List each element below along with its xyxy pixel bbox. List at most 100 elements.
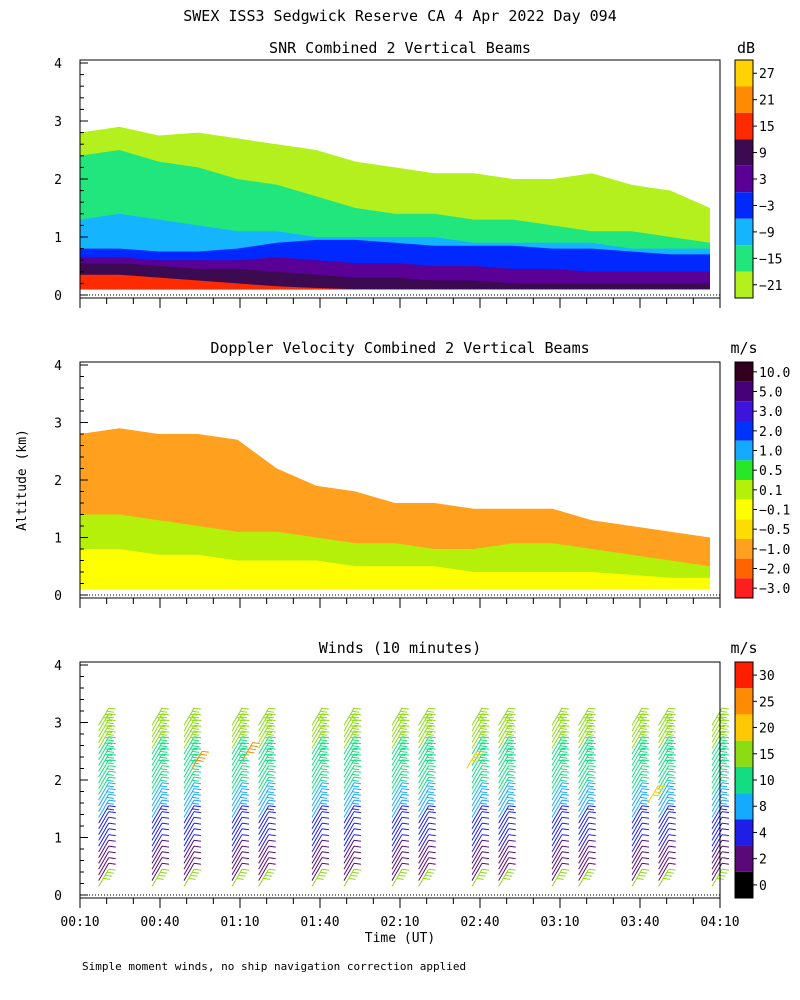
wind-barb-flag [400, 733, 408, 736]
colorbar-label: 3 [759, 173, 767, 188]
wind-barb-flag [481, 707, 490, 710]
wind-barb-flag [161, 782, 170, 785]
wind-barb-flag [560, 871, 568, 874]
wind-barb-flag [106, 791, 114, 794]
wind-barb-flag [560, 745, 568, 748]
wind-barb-flag [508, 770, 516, 773]
wind-barb-flag [428, 724, 436, 727]
wind-barb-flag [321, 805, 330, 808]
wind-barb [631, 811, 643, 830]
wind-barb-flag [108, 845, 116, 848]
wind-barb-flag [106, 762, 114, 765]
wind-barb-flag [560, 791, 568, 794]
wind-barb-flag [161, 828, 170, 831]
wind-barb-flag [720, 779, 728, 782]
wind-barb-flag [401, 834, 410, 837]
wind-barb-flag [505, 742, 513, 745]
wind-barb-flag [640, 796, 648, 799]
wind-barb-flag [352, 808, 360, 811]
wind-barb-flag [161, 776, 170, 779]
wind-barb-flag [193, 799, 202, 802]
wind-barb [231, 857, 243, 876]
wind-barb-flag [318, 874, 326, 877]
wind-barb-flag [503, 716, 511, 719]
wind-barb-flag [320, 871, 328, 874]
wind-barb-flag [400, 796, 408, 799]
wind-barb-flag [560, 779, 568, 782]
wind-barb-flag [505, 731, 513, 733]
wind-barb-flag [266, 796, 274, 799]
wind-barb-flag [478, 759, 486, 762]
colorbar-swatch [735, 662, 753, 689]
wind-barb-flag [188, 716, 196, 719]
colorbar-swatch [735, 139, 753, 166]
wind-barb-flag [161, 857, 170, 860]
wind-barb-flag [588, 834, 596, 837]
wind-barb-flag [321, 736, 330, 739]
wind-barb-flag [161, 805, 170, 808]
wind-barb-flag [192, 802, 200, 805]
wind-barb-flag [108, 793, 116, 796]
wind-barb-flag [193, 776, 202, 779]
wind-barb [343, 822, 355, 841]
wind-barb-flag [481, 736, 490, 739]
wind-barb-flag [721, 839, 730, 842]
wind-barb-flag [636, 716, 644, 719]
wind-barb-flag [190, 731, 198, 733]
wind-barb-flag [652, 794, 660, 797]
colorbar-swatch [735, 688, 753, 715]
wind-barb [498, 857, 510, 876]
wind-barb-flag [666, 796, 674, 799]
wind-barb-flag [426, 808, 434, 811]
wind-barb [98, 828, 110, 847]
wind-barb-flag [586, 773, 594, 776]
wind-barb-flag [508, 742, 516, 745]
colorbar-swatch [735, 60, 753, 87]
wind-barb [231, 863, 243, 881]
colorbar-label: 0 [759, 879, 767, 894]
wind-barb-flag [663, 716, 671, 719]
wind-barb-flag [506, 791, 514, 794]
colorbar-swatch [735, 793, 753, 820]
x-tick-label: 03:10 [540, 915, 579, 930]
wind-barb-flag [561, 868, 570, 871]
wind-barb-flag [428, 816, 436, 819]
wind-barb-flag [583, 716, 591, 719]
wind-barb-flag [320, 745, 328, 748]
wind-barb-flag [241, 770, 250, 773]
wind-barb-flag [640, 727, 648, 730]
wind-barb-flag [585, 874, 593, 877]
wind-barb-flag [425, 736, 433, 739]
wind-barb-flag [401, 759, 410, 762]
wind-barb-flag [656, 788, 664, 791]
wind-barb-flag [158, 731, 166, 733]
wind-barb-flag [641, 862, 650, 865]
wind-barb-flag [193, 845, 202, 848]
wind-barb-flag [268, 828, 276, 831]
wind-barb-flag [481, 719, 490, 722]
colorbar-swatch [735, 499, 753, 520]
wind-barb-flag [321, 747, 330, 750]
wind-barb-flag [241, 736, 250, 739]
wind-barb [311, 817, 323, 835]
wind-barb-flag [641, 788, 650, 791]
wind-barb-flag [721, 811, 730, 814]
wind-barb-flag [241, 713, 250, 716]
wind-barb-flag [428, 707, 436, 710]
wind-barb-flag [428, 747, 436, 750]
wind-barb-flag [161, 834, 170, 837]
wind-barb-flag [588, 747, 596, 750]
wind-barb-flag [588, 793, 596, 796]
wind-barb-flag [588, 816, 596, 819]
wind-barb-flag [588, 828, 596, 831]
wind-barb-flag [240, 785, 248, 788]
wind-barb-flag [588, 765, 596, 768]
wind-barb-flag [353, 811, 362, 814]
wind-barb-flag [638, 748, 646, 751]
panel-title-winds: Winds (10 minutes) [319, 639, 482, 657]
wind-barb-flag [241, 828, 250, 831]
wind-barb-flag [321, 788, 330, 791]
wind-barb-flag [721, 857, 730, 860]
wind-barb-flag [353, 719, 362, 722]
x-tick-label: 01:40 [300, 915, 339, 930]
